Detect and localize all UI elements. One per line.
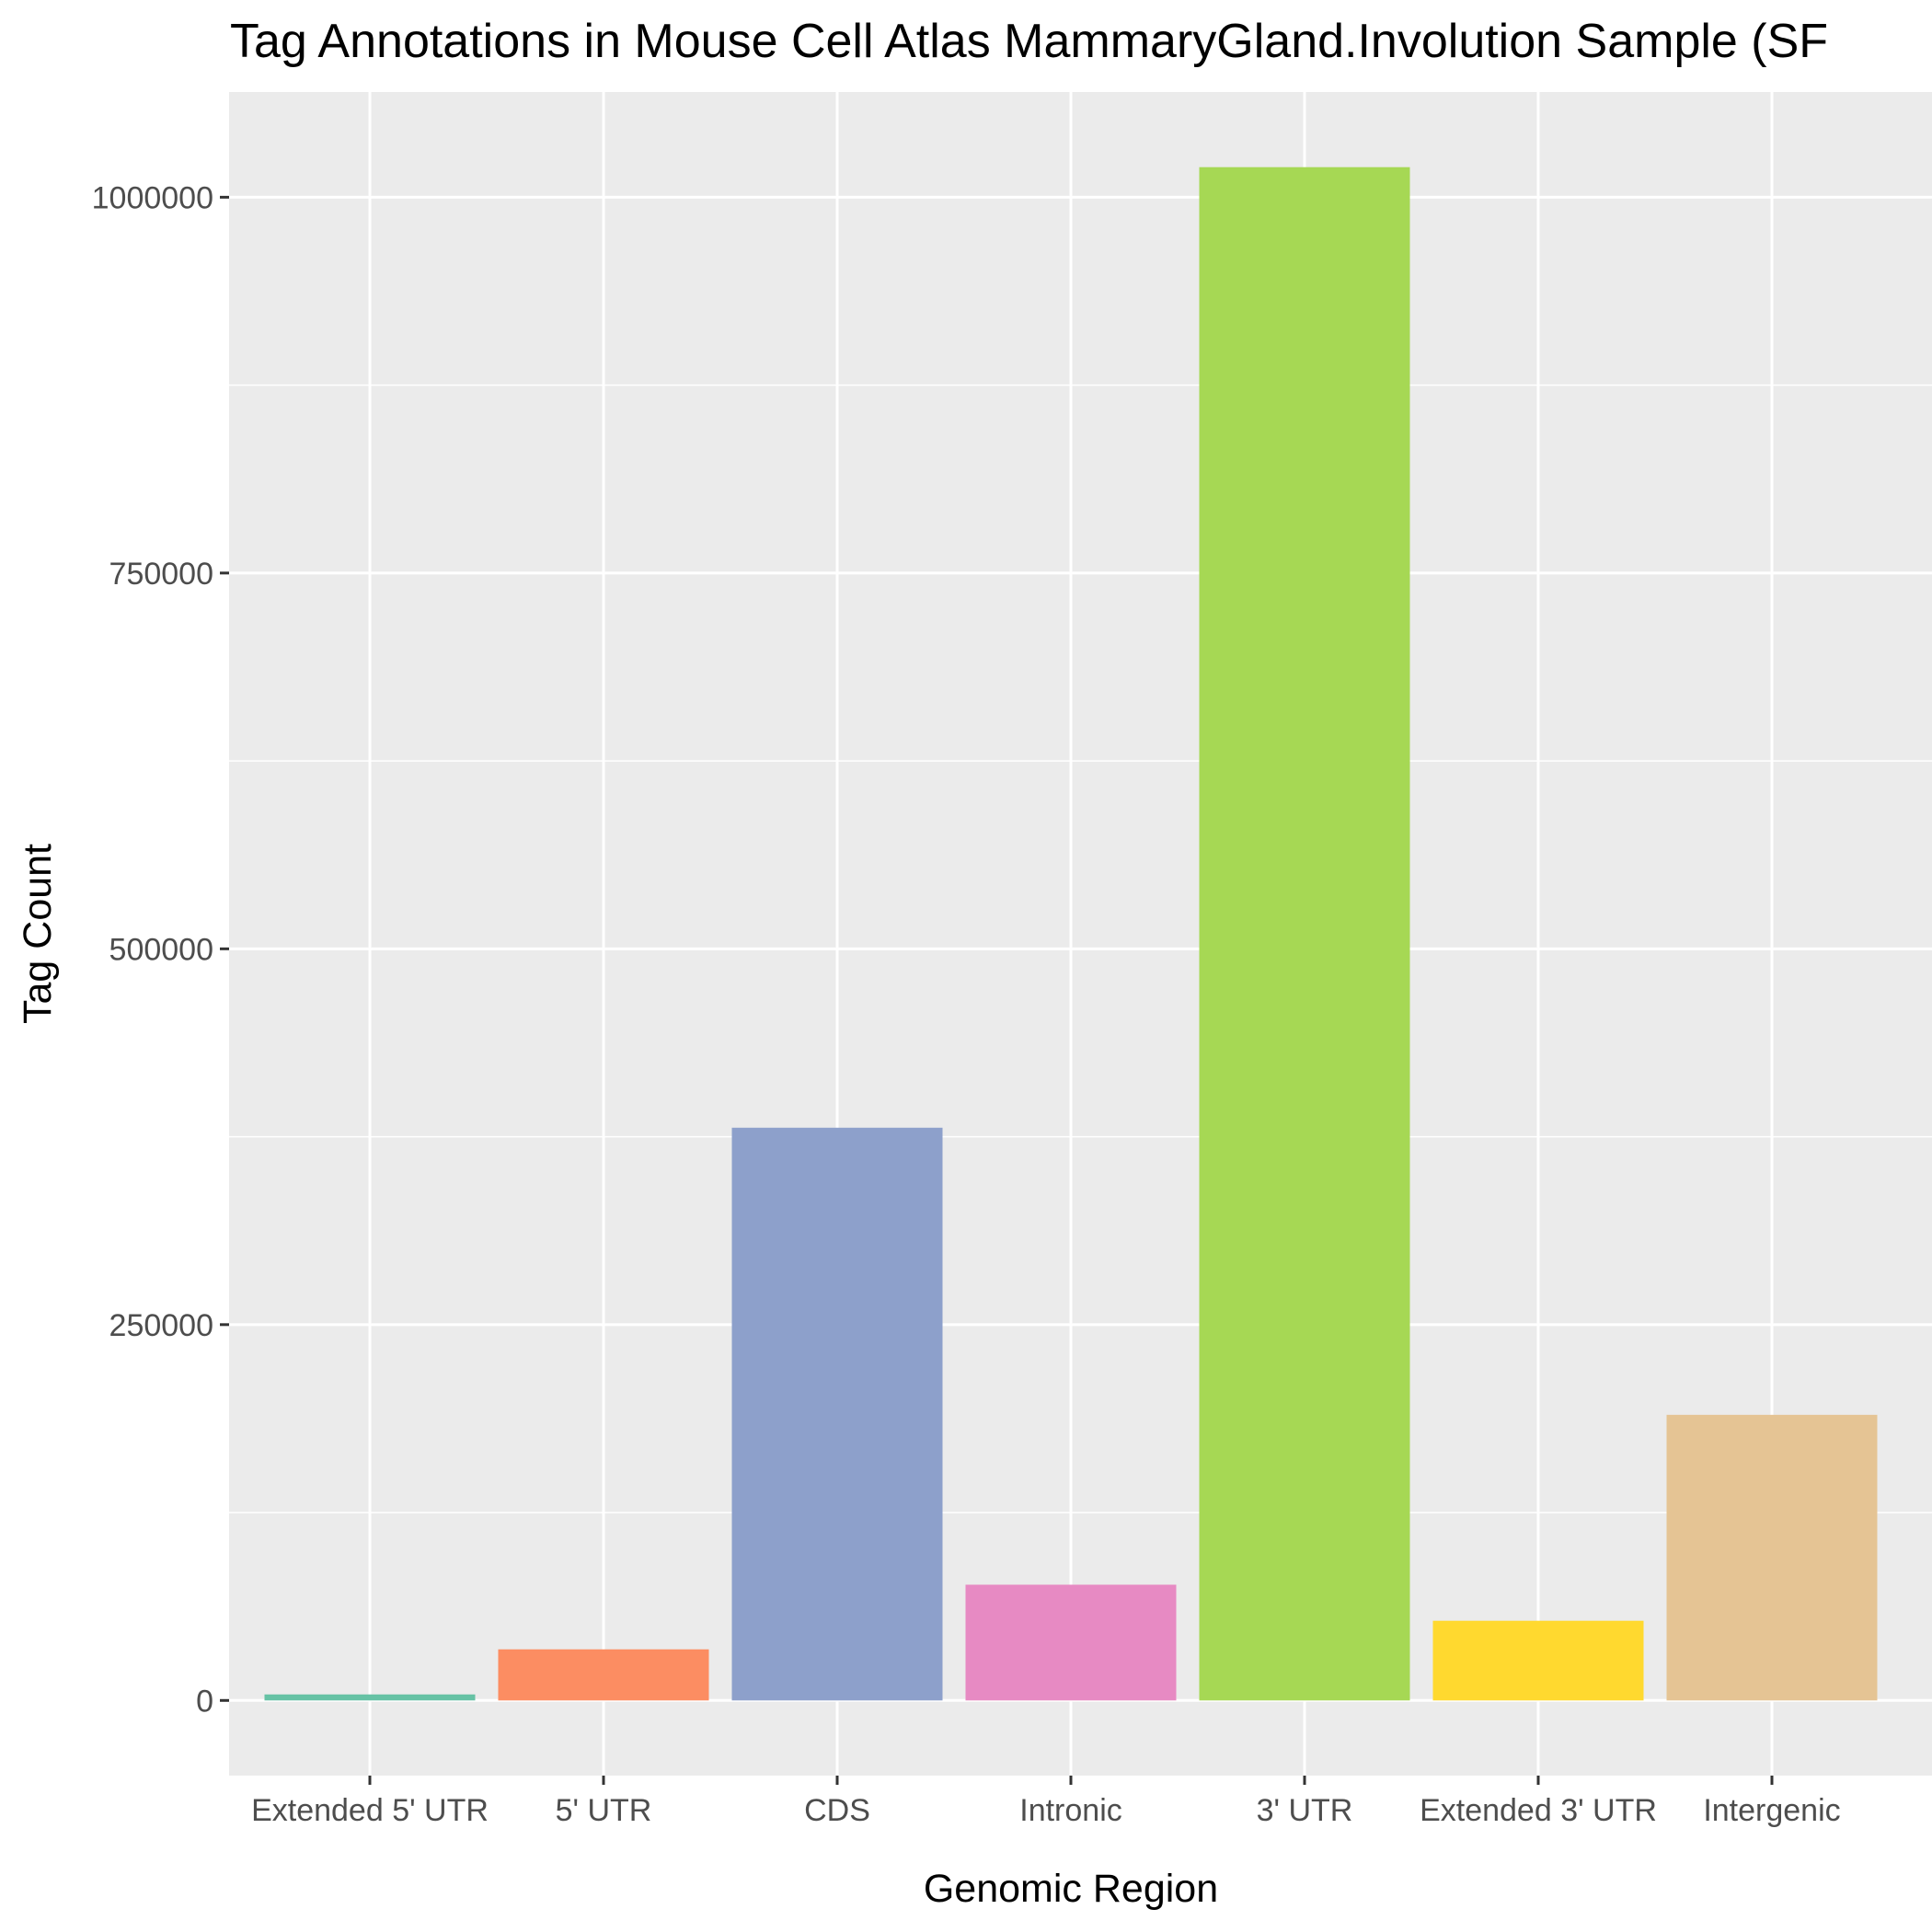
- x-tick-label: Intronic: [1019, 1793, 1122, 1828]
- x-tick-label: Extended 3' UTR: [1420, 1793, 1657, 1828]
- y-tick-label: 750000: [109, 557, 213, 592]
- y-tick-label: 0: [196, 1684, 213, 1719]
- x-tick-label: CDS: [804, 1793, 870, 1828]
- bar-cds: [731, 1127, 943, 1701]
- y-axis-ticks: 0 250000 500000 750000 1000000: [92, 180, 229, 1719]
- y-tick-label: 1000000: [92, 180, 213, 215]
- bar-3-utr: [1199, 167, 1410, 1701]
- chart-title: Tag Annotations in Mouse Cell Atlas Mamm…: [230, 15, 1828, 68]
- bar-extended-3-utr: [1432, 1620, 1644, 1701]
- minor-gridlines: [229, 384, 1932, 1513]
- y-tick-label: 250000: [109, 1308, 213, 1343]
- plot-panel: [229, 92, 1932, 1776]
- x-tick-label: 3' UTR: [1257, 1793, 1353, 1828]
- bar-extended-5-utr: [264, 1694, 476, 1701]
- x-axis-title: Genomic Region: [924, 1867, 1218, 1911]
- bars: [264, 167, 1878, 1701]
- x-tick-label: Intergenic: [1703, 1793, 1840, 1828]
- bar-5-utr: [498, 1649, 709, 1701]
- x-tick-label: 5' UTR: [556, 1793, 652, 1828]
- x-axis-ticks: Extended 5' UTR 5' UTR CDS Intronic 3' UTR Ex…: [251, 1776, 1841, 1828]
- y-axis-title: Tag Count: [16, 844, 60, 1024]
- y-tick-label: 500000: [109, 932, 213, 967]
- x-tick-label: Extended 5' UTR: [251, 1793, 489, 1828]
- bar-intergenic: [1666, 1414, 1878, 1701]
- bar-intronic: [965, 1584, 1177, 1701]
